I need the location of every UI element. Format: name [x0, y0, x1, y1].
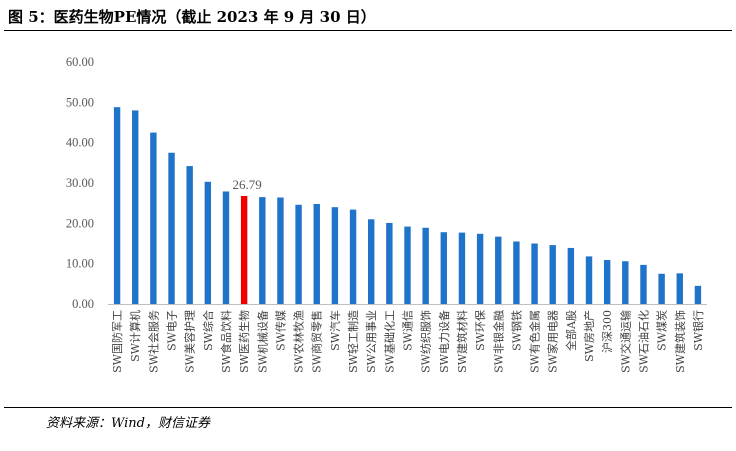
bar [150, 132, 157, 304]
bar [295, 204, 302, 304]
y-axis-ticks: 0.00 10.00 20.00 30.00 40.00 50.00 60.00 [66, 55, 94, 311]
bottom-rule [4, 407, 732, 408]
x-category-label: SW传媒 [274, 310, 287, 351]
bar [422, 227, 429, 304]
x-category-label: SW计算机 [128, 310, 142, 362]
x-category-label: SW环保 [473, 310, 487, 351]
bar [603, 260, 611, 304]
x-category-label: SW轻工制造 [346, 310, 360, 373]
bar [222, 191, 230, 304]
bar [676, 273, 683, 304]
x-category-label: SW国防军工 [110, 310, 124, 373]
bar [567, 247, 575, 304]
x-category-label: SW基础化工 [382, 310, 396, 373]
bar [440, 232, 447, 304]
y-tick-label: 60.00 [66, 55, 94, 69]
bar [640, 264, 647, 304]
bar [168, 152, 175, 304]
bar [313, 203, 320, 304]
y-tick-label: 40.00 [66, 136, 94, 150]
bar [404, 226, 411, 304]
x-axis-categories: SW国防军工 SW计算机 SW社会服务 SW电子 SW美容护理 SW综合 SW食品饮料 SW医… [110, 310, 705, 373]
bar [277, 197, 284, 304]
x-category-label: SW通信 [402, 310, 415, 351]
top-rule [4, 30, 732, 31]
bar [113, 107, 121, 304]
data-labels: 26.79 [233, 177, 262, 192]
bar [386, 222, 393, 304]
y-tick-label: 20.00 [66, 216, 94, 230]
bar [204, 181, 212, 304]
x-category-label: SW农林牧渔 [292, 310, 306, 373]
bar [349, 209, 357, 304]
x-category-label: SW食品饮料 [219, 310, 233, 373]
x-category-label: SW电子 [166, 310, 179, 351]
x-category-label: SW煤炭 [656, 310, 669, 351]
x-category-label: SW钢铁 [510, 310, 523, 351]
bar [458, 232, 466, 304]
y-tick-label: 10.00 [66, 257, 94, 271]
x-category-label: SW家用电器 [546, 310, 560, 373]
x-category-label: SW交通运输 [618, 310, 632, 373]
bar [132, 110, 139, 305]
x-category-label: SW有色金属 [528, 310, 542, 373]
x-category-label: 全部A股 [564, 310, 578, 351]
bar [495, 236, 502, 304]
x-category-label: SW汽车 [328, 310, 342, 351]
bar [368, 219, 375, 304]
bar [622, 261, 629, 304]
source-note: 资料来源：Wind，财信证券 [46, 416, 210, 431]
x-category-label: SW房地产 [582, 310, 596, 362]
x-category-label: SW石油石化 [636, 310, 650, 373]
bar [694, 285, 702, 304]
x-category-label: SW电力设备 [437, 310, 451, 373]
x-category-label: SW商贸零售 [310, 310, 324, 373]
figure-title: 图 5：医药生物PE情况（截止 2023 年 9 月 30 日） [8, 8, 376, 26]
x-category-label: SW美容护理 [183, 310, 197, 373]
x-category-label: SW公用事业 [365, 310, 378, 373]
bar [585, 256, 593, 304]
x-category-label: SW银行 [691, 310, 705, 351]
bar [259, 197, 266, 304]
x-category-label: SW机械设备 [255, 310, 269, 373]
x-category-label: SW医药生物 [237, 310, 251, 373]
x-category-label: 沪深300 [600, 310, 614, 353]
x-category-label: SW综合 [201, 310, 215, 351]
bar [658, 273, 665, 304]
bar [240, 195, 248, 304]
bar [549, 245, 556, 304]
y-tick-label: 50.00 [66, 95, 94, 109]
data-label: 26.79 [233, 177, 262, 192]
y-tick-label: 30.00 [66, 176, 94, 190]
bar [531, 243, 538, 304]
x-category-label: SW非银金融 [491, 310, 505, 373]
bar [476, 233, 484, 304]
bar [186, 166, 193, 304]
bar [331, 207, 339, 304]
y-tick-label: 0.00 [72, 297, 94, 311]
x-category-label: SW建筑装饰 [673, 310, 687, 373]
bar [513, 241, 520, 304]
bars [113, 107, 702, 305]
x-category-label: SW纺织服饰 [419, 310, 433, 373]
x-category-label: SW社会服务 [146, 310, 160, 373]
x-category-label: SW建筑材料 [455, 310, 469, 373]
